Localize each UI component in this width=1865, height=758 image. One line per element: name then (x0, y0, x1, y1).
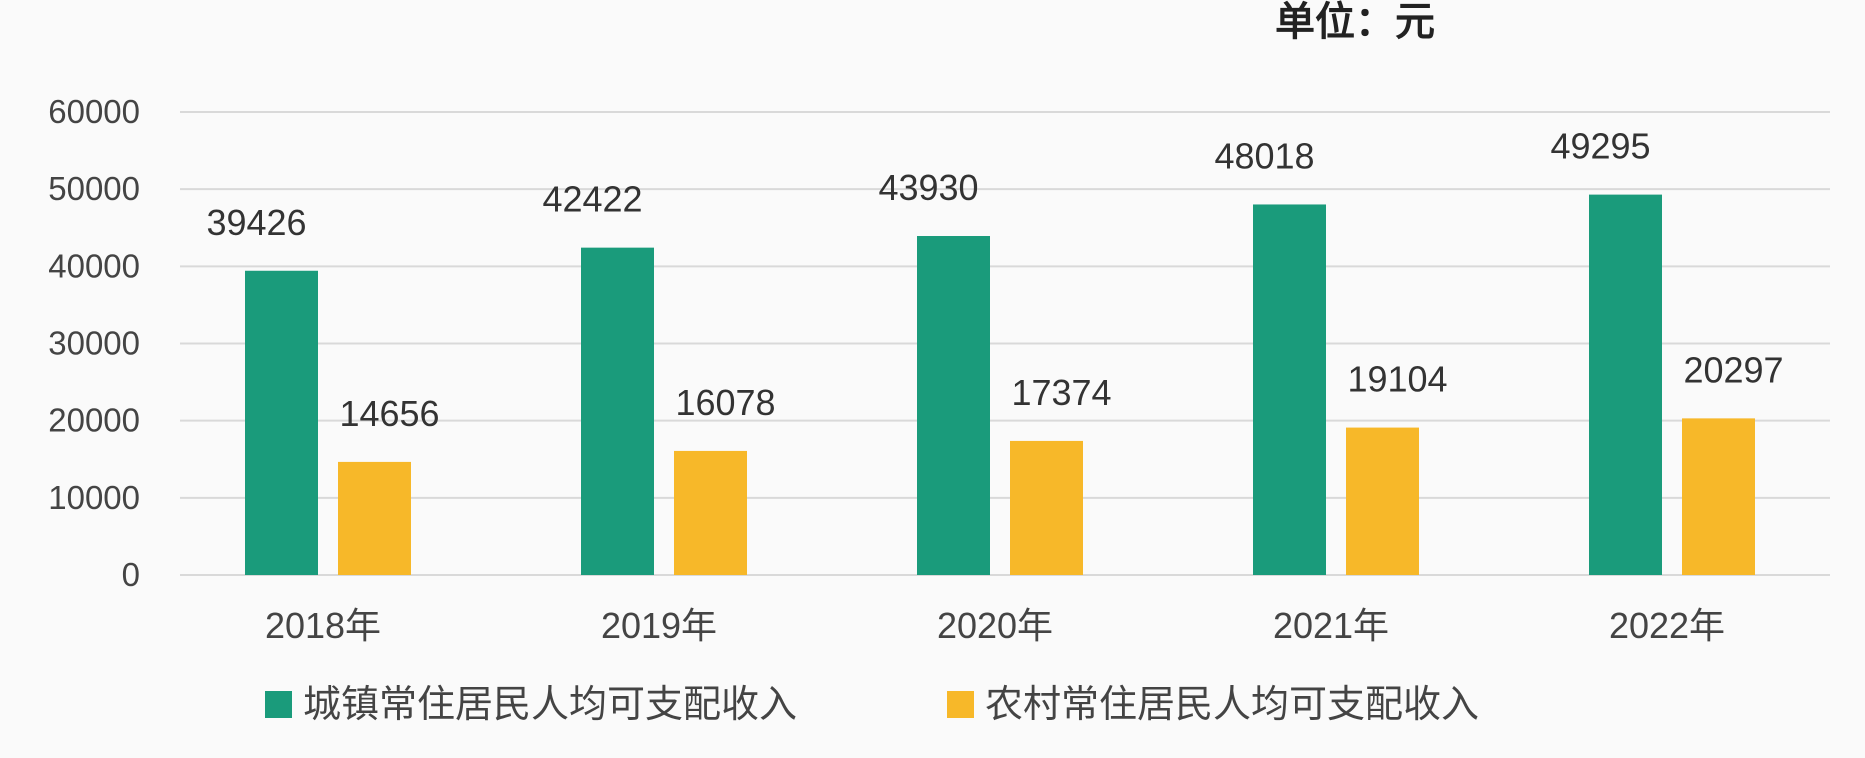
y-tick-label: 40000 (48, 247, 140, 284)
bar (1253, 204, 1326, 575)
x-tick-label: 2018年 (265, 605, 381, 646)
bar (1346, 427, 1419, 575)
gridlines (180, 111, 1830, 576)
bar (581, 247, 654, 576)
bar (338, 461, 411, 575)
data-label: 42422 (542, 179, 642, 220)
y-tick-label: 50000 (48, 170, 140, 207)
x-axis-ticks: 2018年 2019年 2020年 2021年 2022年 (265, 605, 1725, 646)
y-tick-label: 10000 (48, 479, 140, 516)
unit-label: 单位：元 (1275, 0, 1435, 45)
x-tick-label: 2022年 (1609, 605, 1725, 646)
legend-label: 城镇常住居民人均可支配收入 (303, 684, 797, 726)
y-tick-label: 30000 (48, 325, 140, 362)
bar (1589, 194, 1662, 575)
data-label: 14656 (339, 393, 439, 434)
bar (1682, 418, 1755, 575)
data-label: 43930 (878, 167, 978, 208)
bar (674, 450, 747, 575)
data-label: 39426 (206, 202, 306, 243)
y-tick-label: 60000 (48, 93, 140, 130)
data-label: 48018 (1214, 135, 1314, 176)
x-tick-label: 2021年 (1273, 605, 1389, 646)
data-label: 16078 (675, 382, 775, 423)
data-label: 20297 (1683, 349, 1783, 390)
y-tick-label: 0 (122, 556, 140, 593)
data-labels: 39426 14656 42422 16078 43930 17374 48018 19104… (206, 126, 1783, 434)
data-label: 49295 (1550, 126, 1650, 167)
legend: 城镇常住居民人均可支配收入 农村常住居民人均可支配收入 (265, 684, 1479, 726)
bars (245, 194, 1755, 576)
legend-label: 农村常住居民人均可支配收入 (985, 684, 1479, 726)
data-label: 19104 (1347, 359, 1447, 400)
legend-swatch (947, 691, 974, 718)
x-tick-label: 2019年 (601, 605, 717, 646)
y-tick-label: 20000 (48, 402, 140, 439)
bar (1010, 440, 1083, 575)
bar (245, 270, 318, 575)
y-axis-ticks: 0 10000 20000 30000 40000 50000 60000 (48, 93, 140, 593)
x-tick-label: 2020年 (937, 605, 1053, 646)
legend-swatch (265, 691, 292, 718)
data-label: 17374 (1011, 372, 1111, 413)
bar (917, 236, 990, 575)
